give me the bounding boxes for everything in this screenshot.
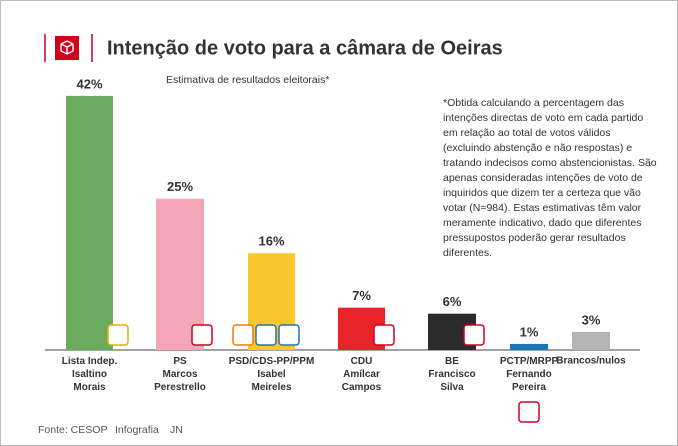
party-logo — [373, 324, 395, 346]
bar — [66, 95, 113, 351]
publisher: JN — [170, 424, 183, 436]
party-logo — [232, 324, 254, 346]
party-logo — [518, 401, 540, 423]
party-logo — [191, 324, 213, 346]
category-label: Brancos/nulos — [556, 356, 626, 367]
value-label: 6% — [443, 294, 462, 309]
footnote: *Obtida calculando a percentagem das int… — [443, 97, 657, 259]
category-label: CDU Amílcar Campos — [342, 356, 382, 393]
category-label: PCTP/MRPP Fernando Pereira — [500, 356, 559, 393]
party-logo — [463, 324, 485, 346]
source: Fonte: CESOP — [38, 424, 107, 436]
logo-cube — [60, 40, 74, 55]
chart-subtitle: Estimativa de resultados eleitorais* — [166, 74, 329, 86]
value-label: 16% — [258, 234, 284, 249]
value-label: 25% — [167, 179, 193, 194]
category-label: Lista Indep. Isaltino Morais — [62, 356, 118, 393]
party-logo — [278, 324, 300, 346]
party-logo — [107, 324, 129, 346]
chart-title: Intenção de voto para a câmara de Oeiras — [107, 37, 503, 59]
party-logo — [255, 324, 277, 346]
value-label: 42% — [76, 76, 102, 91]
category-label: PS Marcos Perestrello — [154, 356, 206, 393]
bar — [510, 343, 548, 350]
value-label: 7% — [352, 288, 371, 303]
value-label: 3% — [582, 312, 601, 327]
value-label: 1% — [520, 324, 539, 339]
credit: Infografia — [115, 424, 159, 436]
category-label: PSD/CDS-PP/PPM Isabel Meireles — [229, 356, 315, 393]
bar — [572, 331, 610, 350]
category-label: BE Francisco Silva — [428, 356, 475, 393]
